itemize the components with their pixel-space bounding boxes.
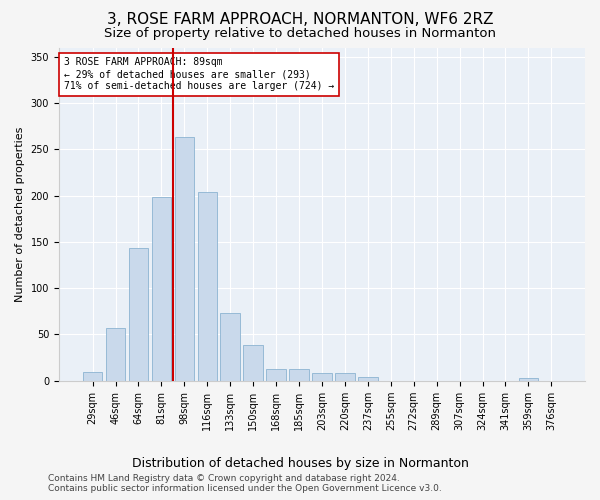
Text: Size of property relative to detached houses in Normanton: Size of property relative to detached ho… [104,28,496,40]
Text: 3 ROSE FARM APPROACH: 89sqm
← 29% of detached houses are smaller (293)
71% of se: 3 ROSE FARM APPROACH: 89sqm ← 29% of det… [64,58,334,90]
Text: Contains HM Land Registry data © Crown copyright and database right 2024.: Contains HM Land Registry data © Crown c… [48,474,400,483]
Bar [358,377,377,381]
Text: Contains public sector information licensed under the Open Government Licence v3: Contains public sector information licen… [48,484,442,493]
Bar [312,374,332,381]
Bar [289,368,309,381]
Text: Distribution of detached houses by size in Normanton: Distribution of detached houses by size … [131,458,469,470]
Y-axis label: Number of detached properties: Number of detached properties [15,126,25,302]
Bar [128,248,148,381]
Bar [152,198,171,381]
Bar [220,313,240,381]
Bar [518,378,538,381]
Bar [83,372,103,381]
Text: 3, ROSE FARM APPROACH, NORMANTON, WF6 2RZ: 3, ROSE FARM APPROACH, NORMANTON, WF6 2R… [107,12,493,28]
Bar [197,192,217,381]
Bar [244,344,263,381]
Bar [335,374,355,381]
Bar [106,328,125,381]
Bar [175,138,194,381]
Bar [266,368,286,381]
